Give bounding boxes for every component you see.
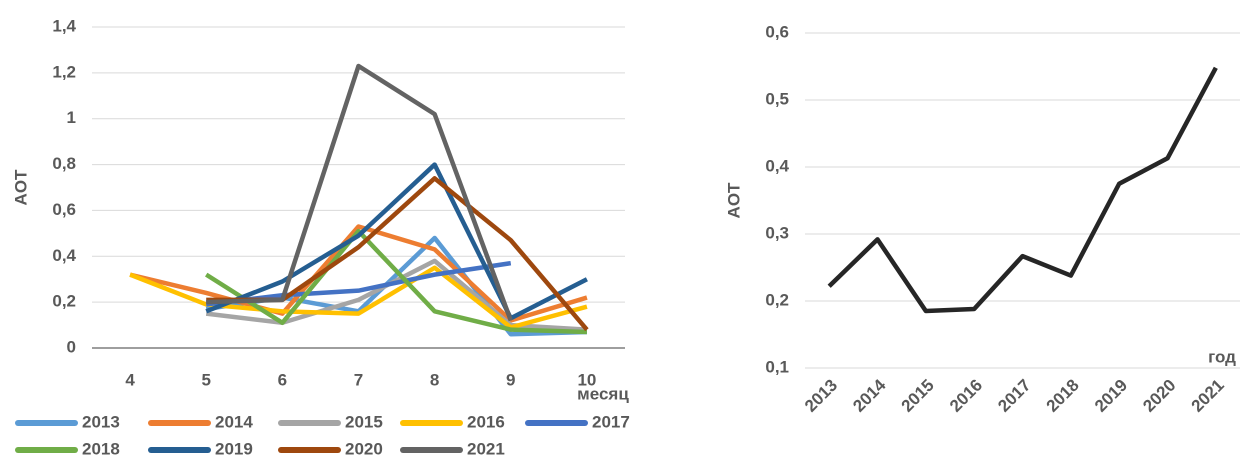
- y-tick-label: 0,4: [52, 246, 76, 265]
- series-line: [205, 228, 587, 335]
- x-tick-label: 6: [278, 370, 287, 389]
- legend-label: 2017: [592, 412, 630, 431]
- x-tick-label: 9: [506, 370, 515, 389]
- y-tick-label: 0,6: [52, 200, 76, 219]
- y-tick-label: 0,1: [765, 357, 789, 376]
- x-tick-label: 5: [201, 370, 210, 389]
- x-tick-label: 2013: [801, 376, 841, 416]
- x-tick-label: 4: [125, 370, 135, 389]
- y-tick-label: 0: [67, 337, 76, 356]
- x-tick-label: 2019: [1091, 376, 1131, 416]
- x-tick-label: 2016: [946, 376, 986, 416]
- y-axis-label: AOT: [724, 182, 743, 219]
- x-tick-label: 2015: [898, 376, 938, 416]
- legend-label: 2020: [345, 439, 383, 458]
- x-tick-label: 2018: [1043, 376, 1083, 416]
- y-tick-label: 1: [67, 108, 76, 127]
- y-tick-label: 0,2: [52, 292, 76, 311]
- legend-label: 2021: [467, 439, 505, 458]
- y-tick-label: 0,2: [765, 290, 789, 309]
- series-line: [827, 66, 1218, 314]
- y-tick-label: 0,4: [765, 156, 789, 175]
- legend-label: 2018: [82, 439, 120, 458]
- y-axis-label: AOT: [11, 169, 30, 206]
- series-line: [206, 63, 513, 322]
- legend-label: 2013: [82, 412, 120, 431]
- y-tick-label: 0,3: [765, 223, 789, 242]
- series-line: [129, 224, 588, 323]
- y-tick-label: 1,4: [52, 16, 76, 35]
- x-tick-label: 2017: [994, 376, 1034, 416]
- x-tick-label: 10: [577, 370, 596, 389]
- legend-label: 2019: [215, 439, 253, 458]
- legend-label: 2015: [345, 412, 383, 431]
- y-tick-label: 0,6: [765, 22, 789, 41]
- x-tick-label: 2020: [1139, 376, 1179, 416]
- x-axis-label: месяц: [577, 384, 629, 403]
- x-tick-label: 2021: [1188, 376, 1228, 416]
- legend-label: 2016: [467, 412, 505, 431]
- y-tick-label: 0,5: [765, 89, 789, 108]
- x-tick-label: 8: [430, 370, 439, 389]
- x-tick-label: 2014: [849, 375, 890, 416]
- series-line: [205, 162, 588, 321]
- y-tick-label: 0,8: [52, 154, 76, 173]
- x-axis-label: год: [1208, 347, 1236, 366]
- legend-label: 2014: [215, 412, 253, 431]
- x-tick-label: 7: [354, 370, 363, 389]
- y-tick-label: 1,2: [52, 62, 76, 81]
